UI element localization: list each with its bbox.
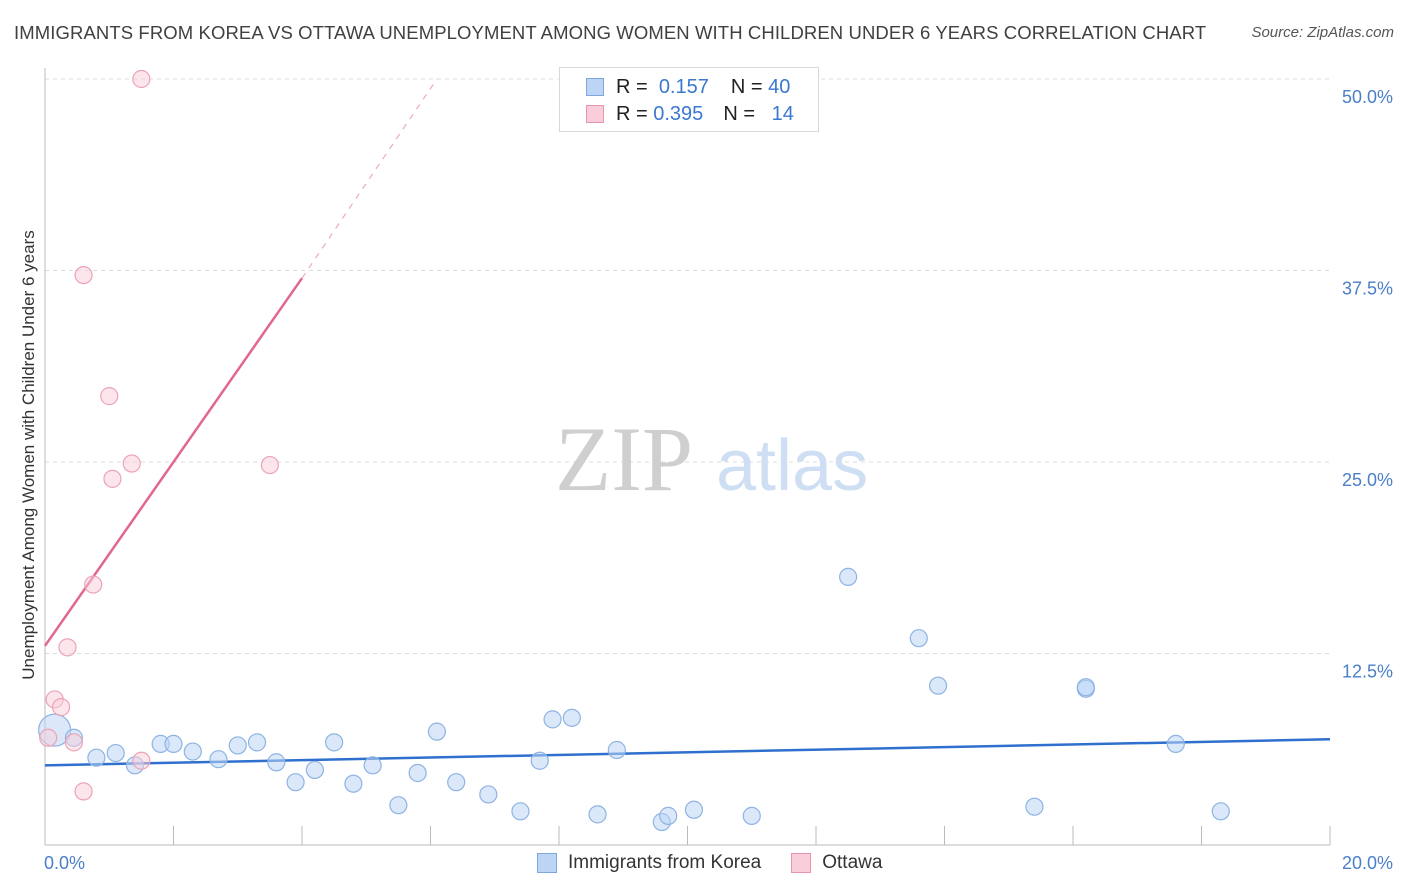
point-ottawa: [103, 469, 122, 488]
point-korea: [909, 629, 928, 648]
korea-r-label: R =: [616, 75, 648, 98]
point-korea: [684, 800, 704, 819]
series-legend: Immigrants from Korea Ottawa: [537, 852, 882, 874]
point-ottawa: [74, 782, 93, 801]
korea-swatch: [586, 78, 604, 96]
point-ottawa: [84, 575, 103, 594]
y-tick-label: 12.5%: [1342, 662, 1393, 682]
point-korea: [1211, 802, 1230, 821]
y-tick-label: 25.0%: [1342, 470, 1393, 490]
point-korea: [1166, 734, 1185, 753]
point-korea: [588, 805, 607, 824]
point-korea: [659, 806, 678, 825]
point-korea: [543, 710, 562, 729]
point-ottawa: [100, 387, 119, 406]
point-ottawa: [58, 638, 77, 657]
watermark-zip: ZIP: [555, 408, 693, 510]
point-ottawa: [39, 728, 58, 747]
x-tick-label: 20.0%: [1342, 853, 1393, 873]
point-korea: [511, 802, 530, 821]
y-tick-labels: 12.5% 25.0% 37.5% 50.0%: [1342, 87, 1393, 682]
trend-line-korea: [44, 738, 1331, 767]
korea-r-value: 0.157: [658, 75, 709, 98]
watermark-atlas: atlas: [716, 426, 868, 506]
legend-ottawa-swatch: [791, 853, 812, 873]
point-korea: [305, 760, 324, 780]
y-axis-label: Unemployment Among Women with Children U…: [19, 230, 38, 679]
point-ottawa: [132, 751, 151, 770]
legend-row-ottawa: R = 0.395 N = 14: [586, 102, 794, 126]
point-korea: [267, 753, 286, 772]
point-korea: [286, 773, 305, 792]
point-ottawa: [64, 733, 84, 752]
point-korea: [209, 750, 228, 769]
axes: [44, 68, 1331, 846]
point-korea: [87, 748, 106, 767]
korea-n-label: N =: [730, 75, 763, 98]
point-korea: [408, 763, 427, 783]
point-korea: [447, 773, 466, 792]
point-korea: [247, 733, 267, 752]
gridlines: [45, 78, 1330, 654]
stats-legend: R = 0.157 N = 40 R = 0.395 N = 14: [559, 67, 819, 132]
point-korea: [607, 740, 626, 760]
point-ottawa: [74, 265, 93, 285]
point-korea: [427, 722, 447, 741]
point-korea: [479, 785, 498, 804]
data-points: [38, 69, 1230, 832]
point-korea: [839, 567, 858, 587]
point-korea: [363, 756, 382, 775]
ottawa-n-label: N =: [723, 102, 755, 125]
point-korea: [1076, 678, 1095, 697]
korea-n-value: 40: [768, 75, 791, 98]
y-tick-label: 37.5%: [1342, 279, 1393, 299]
point-korea: [1025, 797, 1044, 816]
legend-row-korea: R = 0.157 N = 40: [586, 75, 790, 99]
point-korea: [530, 751, 549, 770]
point-ottawa: [260, 455, 279, 475]
legend-korea-swatch: [537, 853, 557, 873]
point-ottawa: [122, 454, 141, 473]
x-tick-label: 0.0%: [44, 853, 85, 873]
point-korea: [228, 736, 247, 755]
point-korea: [742, 806, 761, 825]
legend-korea-label: Immigrants from Korea: [568, 852, 762, 873]
trend-line-ottawa-extension: [301, 78, 438, 279]
point-korea: [344, 774, 363, 793]
point-korea: [183, 742, 202, 761]
point-korea: [928, 676, 948, 695]
ottawa-r-value: 0.395: [653, 102, 704, 125]
point-korea: [106, 743, 125, 763]
ottawa-n-value: 14: [771, 102, 794, 125]
ottawa-r-label: R =: [616, 102, 648, 125]
chart-title: IMMIGRANTS FROM KOREA VS OTTAWA UNEMPLOY…: [14, 22, 1207, 43]
point-korea: [389, 796, 408, 815]
point-korea: [164, 734, 183, 753]
point-korea: [325, 733, 344, 752]
x-tick-labels: 0.0% 20.0%: [44, 853, 1393, 873]
source-label: Source: ZipAtlas.com: [1251, 24, 1394, 41]
y-tick-label: 50.0%: [1342, 87, 1393, 107]
point-ottawa: [51, 698, 71, 717]
point-ottawa: [132, 69, 151, 89]
point-korea: [562, 708, 581, 727]
legend-ottawa-label: Ottawa: [822, 852, 883, 873]
ottawa-swatch: [586, 105, 604, 123]
